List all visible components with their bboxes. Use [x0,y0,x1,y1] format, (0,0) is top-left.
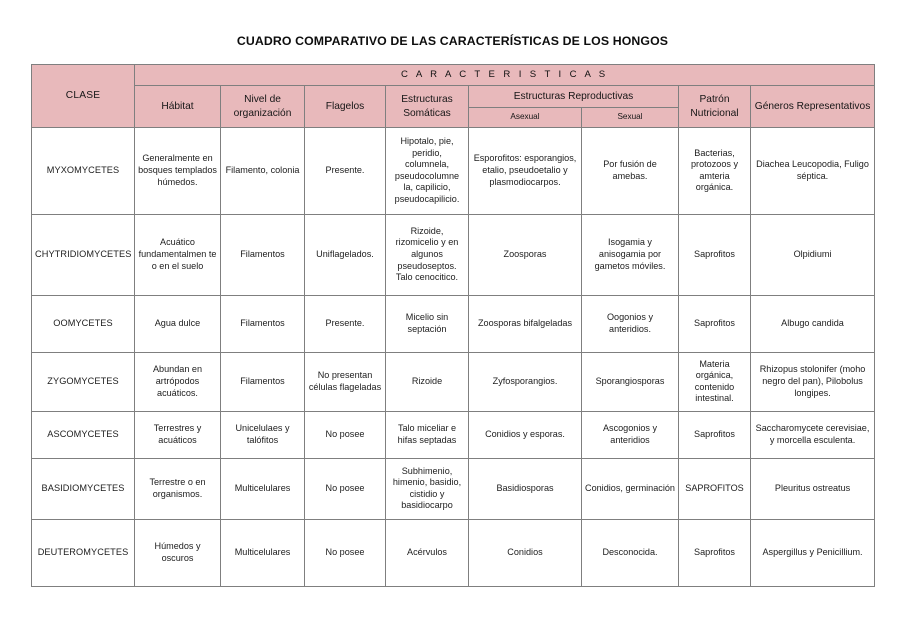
header-caracteristicas-group: C A R A C T E R I S T I C A S [133,63,876,87]
cell-asexual: Zyfosporangios. [468,351,582,412]
cell-nivel-organizacion: Filamento, colonia [220,126,305,215]
header-asexual: Asexual [468,107,582,128]
cell-estructuras-somaticas: Acérvulos [385,518,469,587]
cell-generos-representativos: Saccharomycete cerevisiae, y morcella es… [749,410,876,459]
cell-nivel-organizacion: Unicelulaes y talófitos [220,410,305,459]
cell-flagelos: Presente. [304,294,386,353]
cell-habitat: Abundan en artrópodos acuáticos. [134,351,221,412]
cell-patron-nutricional: SAPROFITOS [678,457,751,520]
header-estructuras-reproductivas: Estructuras Reproductivas [468,85,679,109]
table-row: CHYTRIDIOMYCETES Acuático fundamentalmen… [31,213,876,296]
header-clase: CLASE [31,64,135,128]
cell-generos-representativos: Olpidiumi [749,213,876,296]
cell-asexual: Conidios y esporas. [468,410,582,459]
cell-clase: MYXOMYCETES [31,126,135,215]
cell-flagelos: Presente. [304,126,386,215]
table-row: BASIDIOMYCETES Terrestre o en organismos… [31,457,876,520]
cell-nivel-organizacion: Filamentos [220,351,305,412]
cell-habitat: Terrestres y acuáticos [134,410,221,459]
cell-sexual: Por fusión de amebas. [581,126,679,215]
cell-patron-nutricional: Saprofitos [678,410,751,459]
cell-nivel-organizacion: Multicelulares [220,518,305,587]
cell-generos-representativos: Albugo candida [749,294,876,353]
cell-generos-representativos: Aspergillus y Penicillium. [749,518,876,587]
cell-asexual: Zoosporas bifalgeladas [468,294,582,353]
cell-asexual: Conidios [468,518,582,587]
table-row: DEUTEROMYCETES Húmedos y oscuros Multice… [31,518,876,587]
cell-habitat: Agua dulce [134,294,221,353]
header-nivel-organizacion: Nivel de organización [220,85,305,128]
table-row: MYXOMYCETES Generalmente en bosques temp… [31,126,876,215]
header-flagelos: Flagelos [304,85,386,128]
cell-asexual: Basidiosporas [468,457,582,520]
cell-clase: ASCOMYCETES [31,410,135,459]
cell-estructuras-somaticas: Micelio sin septación [385,294,469,353]
cell-estructuras-somaticas: Talo miceliar e hifas septadas [385,410,469,459]
header-sexual: Sexual [581,107,679,128]
cell-asexual: Zoosporas [468,213,582,296]
cell-flagelos: No posee [304,518,386,587]
cell-clase: BASIDIOMYCETES [31,457,135,520]
cell-patron-nutricional: Materia orgánica, contenido intestinal. [678,351,751,412]
cell-nivel-organizacion: Multicelulares [220,457,305,520]
cell-habitat: Terrestre o en organismos. [134,457,221,520]
cell-clase: DEUTEROMYCETES [31,518,135,587]
table-row: ASCOMYCETES Terrestres y acuáticos Unice… [31,410,876,459]
cell-sexual: Desconocida. [581,518,679,587]
cell-estructuras-somaticas: Rizoide [385,351,469,412]
header-habitat: Hábitat [134,85,221,128]
cell-estructuras-somaticas: Subhimenio, himenio, basidio, cistidio y… [385,457,469,520]
cell-flagelos: Uniflagelados. [304,213,386,296]
cell-nivel-organizacion: Filamentos [220,294,305,353]
cell-patron-nutricional: Saprofitos [678,213,751,296]
cell-patron-nutricional: Saprofitos [678,518,751,587]
cell-clase: CHYTRIDIOMYCETES [31,213,135,296]
table-row: ZYGOMYCETES Abundan en artrópodos acuáti… [31,351,876,412]
page-title: CUADRO COMPARATIVO DE LAS CARACTERÍSTICA… [236,34,669,48]
header-patron-nutricional: Patrón Nutricional [678,85,751,128]
cell-generos-representativos: Pleuritus ostreatus [749,457,876,520]
header-row-subcolumns: Asexual Sexual [32,107,875,128]
cell-flagelos: No posee [304,410,386,459]
cell-nivel-organizacion: Filamentos [220,213,305,296]
cell-sexual: Sporangiosporas [581,351,679,412]
cell-estructuras-somaticas: Rizoide, rizomicelio y en algunos pseudo… [385,213,469,296]
table-header: CLASE C A R A C T E R I S T I C A S Hábi… [31,63,876,128]
cell-habitat: Acuático fundamentalmen te o en el suelo [134,213,221,296]
cell-asexual: Esporofitos: esporangios, etalio, pseudo… [468,126,582,215]
cell-flagelos: No presentan células flageladas [304,351,386,412]
header-generos-representativos: Géneros Representativos [749,85,876,128]
cell-sexual: Ascogonios y anteridios [581,410,679,459]
cell-sexual: Oogonios y anteridios. [581,294,679,353]
cell-sexual: Conidios, germinación [581,457,679,520]
cell-clase: ZYGOMYCETES [31,351,135,412]
cell-patron-nutricional: Bacterias, protozoos y amteria orgánica. [678,126,751,215]
header-row-group: CLASE C A R A C T E R I S T I C A S [31,63,876,128]
cell-flagelos: No posee [304,457,386,520]
cell-estructuras-somaticas: Hipotalo, pie, peridio, columnela, pseud… [385,126,469,215]
cell-generos-representativos: Diachea Leucopodia, Fuligo séptica. [749,126,876,215]
header-estructuras-somaticas: Estructuras Somáticas [385,85,469,128]
cell-patron-nutricional: Saprofitos [678,294,751,353]
table-row: OOMYCETES Agua dulce Filamentos Presente… [31,294,876,353]
table-body: MYXOMYCETES Generalmente en bosques temp… [31,126,876,587]
cell-generos-representativos: Rhizopus stolonifer (moho negro del pan)… [749,351,876,412]
cell-habitat: Húmedos y oscuros [134,518,221,587]
cell-sexual: Isogamia y anisogamia por gametos móvile… [581,213,679,296]
cell-habitat: Generalmente en bosques templados húmedo… [134,126,221,215]
cell-clase: OOMYCETES [31,294,135,353]
header-row-columns: Hábitat Nivel de organización Flagelos E… [32,85,876,128]
comparison-table: CLASE C A R A C T E R I S T I C A S Hábi… [31,63,876,587]
